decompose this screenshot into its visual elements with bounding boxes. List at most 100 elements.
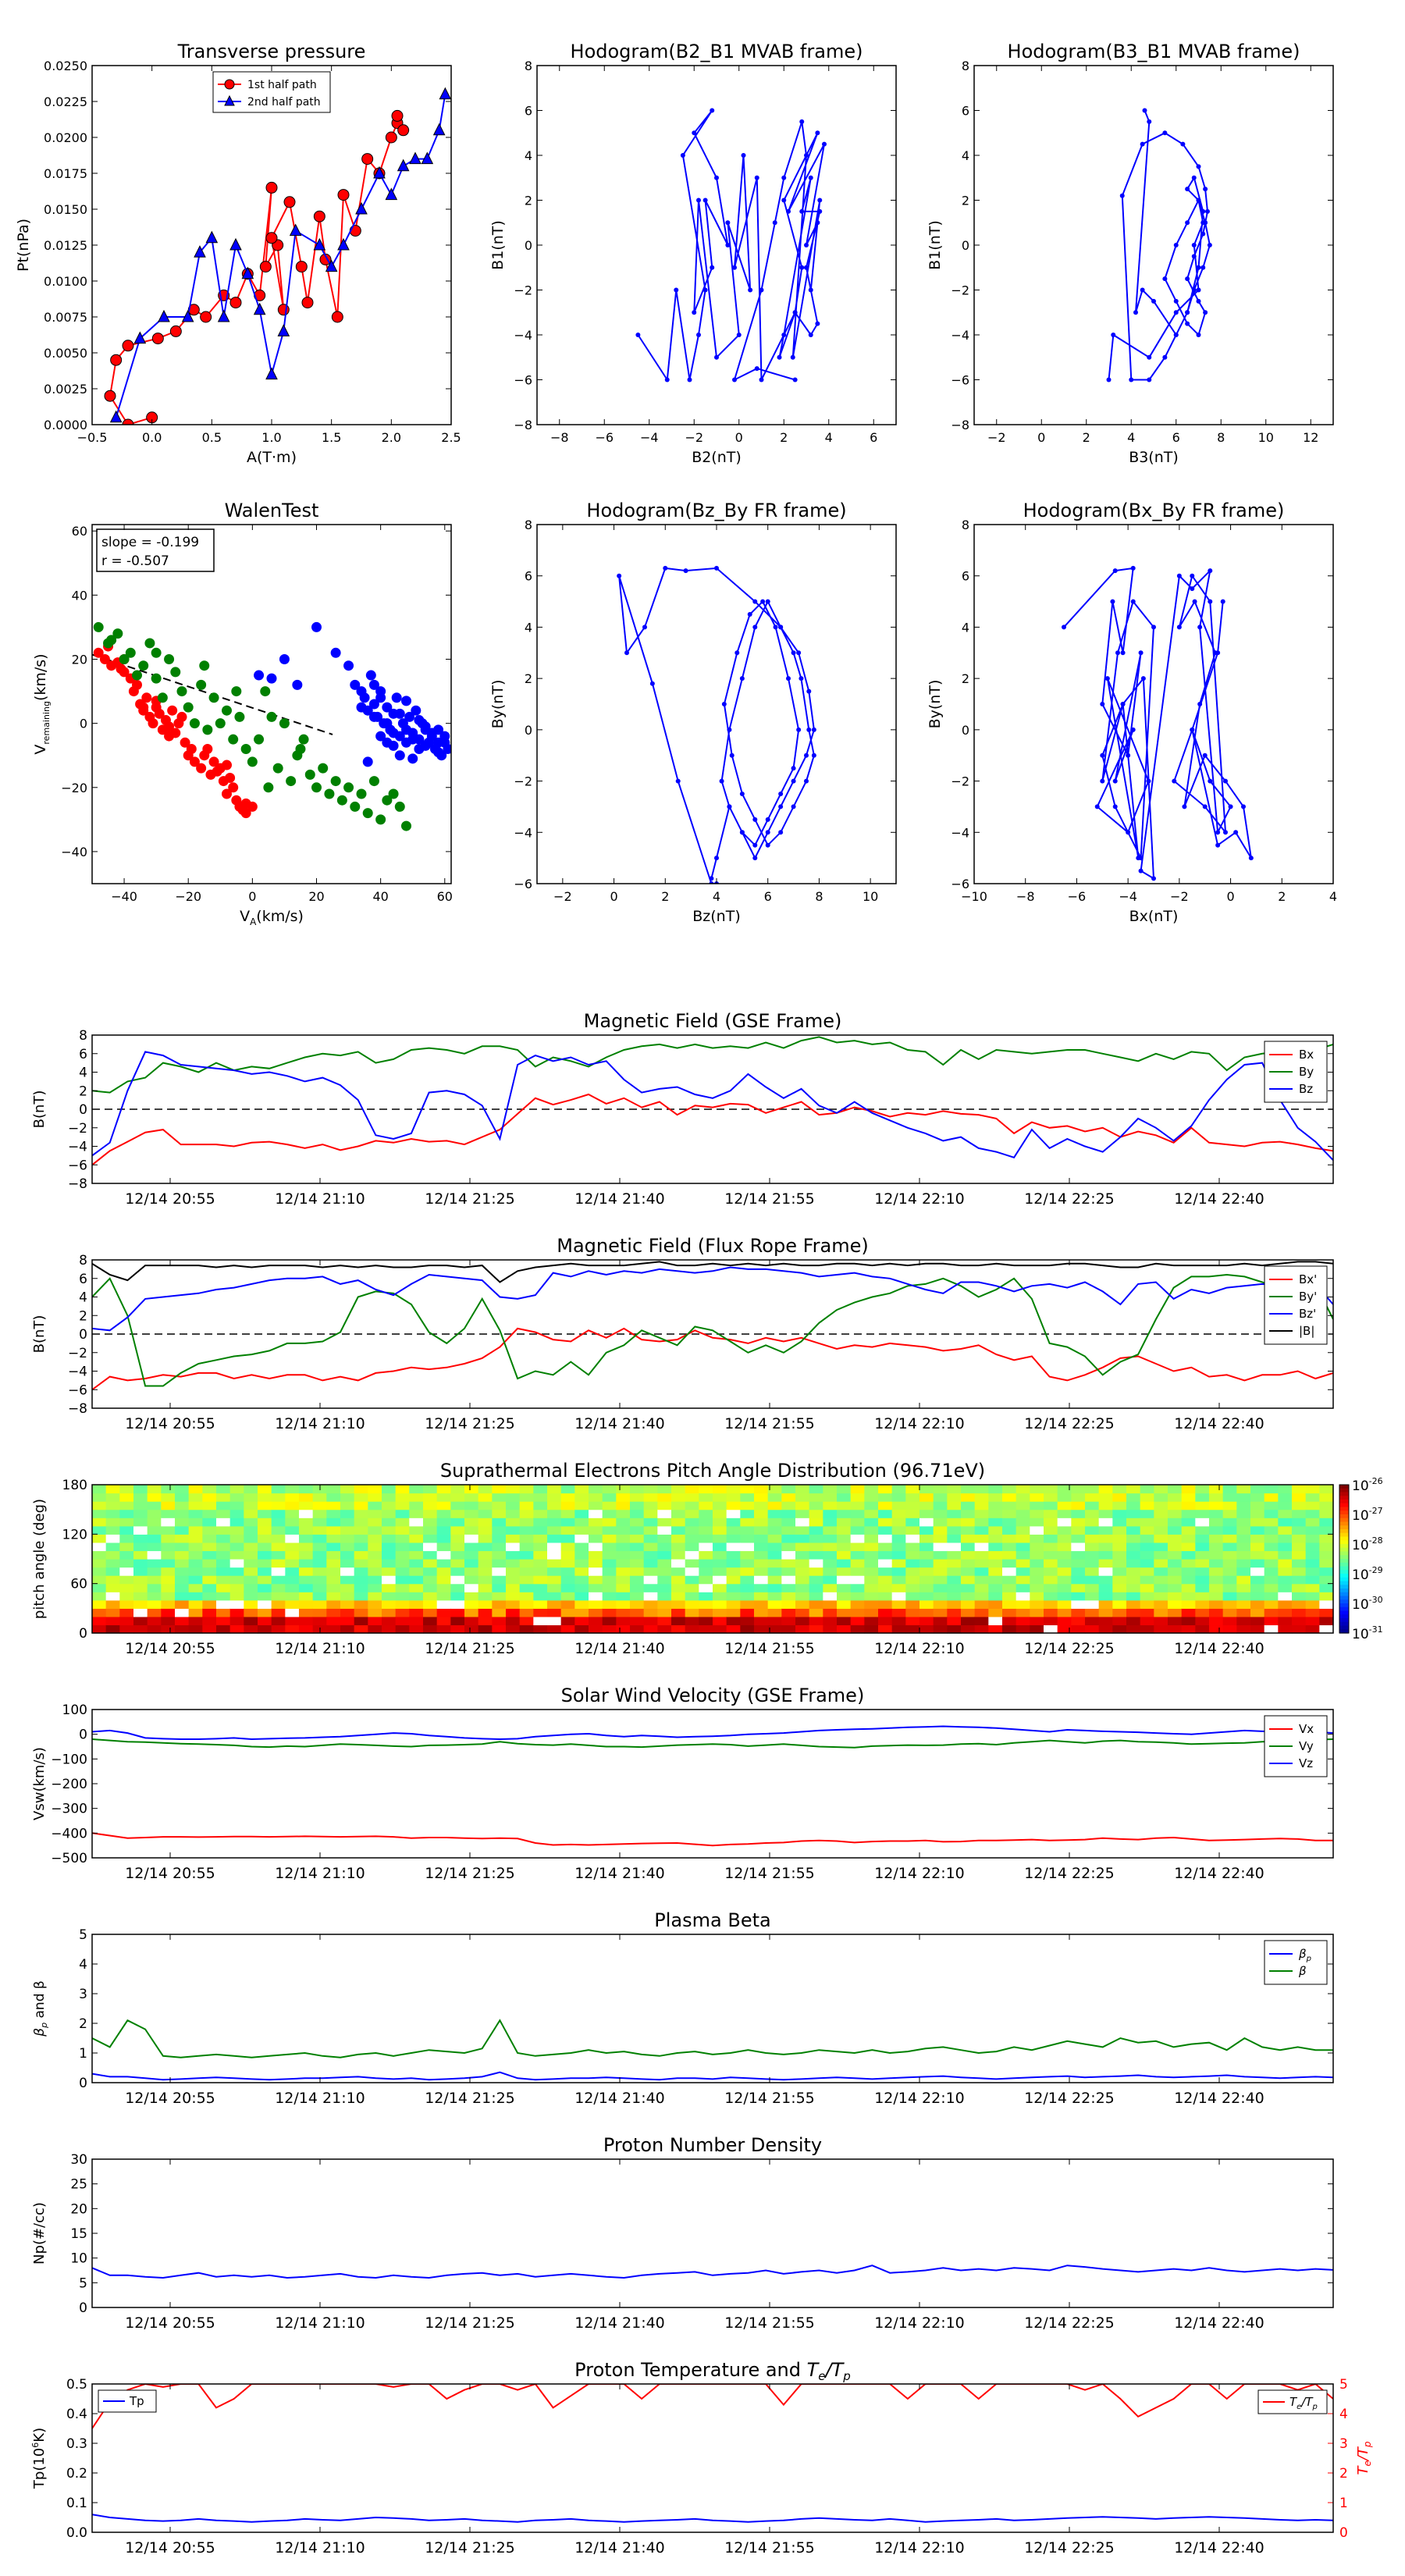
pt-ytick-label: 0.0125	[44, 238, 87, 253]
hodo2-point-dot	[1162, 276, 1168, 282]
hodo2-ytick-label: −4	[951, 328, 969, 343]
pad-cell	[726, 1517, 741, 1527]
pad-cell	[1250, 1624, 1265, 1634]
beta-frame	[91, 1934, 1334, 2083]
hodo3-ytick-label: 6	[525, 569, 532, 584]
np-ytick-label: 5	[79, 2275, 87, 2291]
pad-cell	[754, 1599, 769, 1609]
mag_gse-time-tick-label: 12/14 21:55	[724, 1190, 815, 1208]
vsw-time-tick-label: 12/14 21:25	[425, 1865, 515, 1882]
pad-cell	[657, 1583, 672, 1592]
hodo1-point-dot	[804, 153, 809, 158]
tp-title-slash: /T	[824, 2359, 845, 2381]
pad-cell	[1057, 1559, 1072, 1568]
pad-cell	[1140, 1559, 1154, 1568]
pad-cell	[147, 1616, 162, 1626]
pad-cell	[216, 1485, 231, 1494]
walen-point-s0	[138, 702, 149, 713]
hodo4-point-dot	[1223, 778, 1228, 784]
pad-cell	[795, 1624, 810, 1634]
pad-cell	[864, 1493, 879, 1502]
pad-cell	[1222, 1525, 1237, 1535]
pad-colorbar-frame	[1339, 1484, 1350, 1634]
pad-cell	[933, 1624, 948, 1634]
pad-cell	[105, 1517, 120, 1527]
pad-cell	[823, 1542, 838, 1552]
pad-cell	[657, 1485, 672, 1494]
pad-cell	[602, 1567, 617, 1576]
pad-cell	[699, 1501, 713, 1510]
pad-cell	[754, 1559, 769, 1568]
pad-cell	[947, 1517, 962, 1527]
pad-cell	[1085, 1608, 1100, 1617]
pad-cell	[1085, 1509, 1100, 1518]
pad-cell	[988, 1575, 1003, 1585]
pad-cell	[809, 1542, 823, 1552]
pad-cell	[1071, 1542, 1086, 1552]
pad-cell	[630, 1509, 645, 1518]
pad-cell	[1222, 1608, 1237, 1617]
pad-cell	[905, 1624, 920, 1634]
walen-point-s0	[208, 756, 219, 767]
pad-cell	[492, 1550, 507, 1560]
pad-cell	[1126, 1608, 1141, 1617]
pad-cell	[823, 1599, 838, 1609]
pad-cell	[450, 1624, 465, 1634]
pad-cell	[533, 1525, 548, 1535]
pad-cell	[423, 1592, 438, 1601]
pad-cell	[519, 1509, 534, 1518]
pad-cell	[1002, 1608, 1017, 1617]
pt-point-triangle	[109, 410, 123, 423]
pad-cell	[105, 1493, 120, 1502]
walen-point-s2	[311, 621, 322, 632]
hodo3-point-dot	[752, 624, 758, 630]
pt-ytick-label: 0.0225	[44, 94, 87, 109]
pad-cell	[492, 1567, 507, 1576]
hodo4-xtick-label: −4	[1119, 889, 1137, 904]
mag_fr-time-tick-label: 12/14 21:55	[724, 1415, 815, 1432]
pad-cell	[602, 1583, 617, 1592]
pad-cell	[133, 1509, 148, 1518]
walen-ytick-label: 0	[80, 717, 87, 731]
pt-point-circle	[265, 181, 278, 194]
hodo1-point-dot	[664, 377, 670, 382]
pad-cell	[326, 1517, 341, 1527]
hodo4-ytick-label: 6	[962, 569, 969, 584]
pad-cell	[1016, 1534, 1030, 1543]
pad-cell	[147, 1550, 162, 1560]
pad-cell	[560, 1525, 575, 1535]
pad-cell	[574, 1542, 589, 1552]
pad-cell	[574, 1493, 589, 1502]
pad-cell	[312, 1592, 327, 1601]
hodo4-ytick-label: −4	[951, 825, 969, 840]
pad-cell	[974, 1624, 989, 1634]
walen-point-s1	[388, 788, 399, 799]
pad-cell	[450, 1592, 465, 1601]
pad-cell	[519, 1485, 534, 1494]
pad-cell	[643, 1608, 658, 1617]
pad-cell	[1098, 1559, 1113, 1568]
pad-cell	[1209, 1624, 1224, 1634]
walen-xtick-label: 40	[372, 889, 388, 904]
pad-cell	[713, 1616, 727, 1626]
hodo1-point-dot	[781, 175, 787, 180]
hodo2-ytick-label: −2	[951, 283, 969, 298]
hodo3-series-line-0	[618, 567, 815, 884]
hodo1-title: Hodogram(B2_B1 MVAB frame)	[571, 41, 863, 62]
hodo4-point-dot	[1228, 804, 1233, 809]
pad-cell	[1292, 1493, 1307, 1502]
pad-cell	[1071, 1592, 1086, 1601]
pt-ytick-label: 0.0100	[44, 274, 87, 289]
hodo1-point-dot	[674, 287, 679, 293]
hodo3-xtick-label: −2	[553, 889, 572, 904]
pad-cell	[258, 1567, 272, 1576]
pad-cell	[630, 1534, 645, 1543]
pad-cell	[1126, 1592, 1141, 1601]
pad-cell	[1140, 1485, 1154, 1494]
pad-cell	[271, 1542, 286, 1552]
pad-cell	[229, 1575, 244, 1585]
walen-point-s0	[228, 782, 239, 793]
pad-cell	[1126, 1542, 1141, 1552]
pad-cell	[409, 1592, 424, 1601]
